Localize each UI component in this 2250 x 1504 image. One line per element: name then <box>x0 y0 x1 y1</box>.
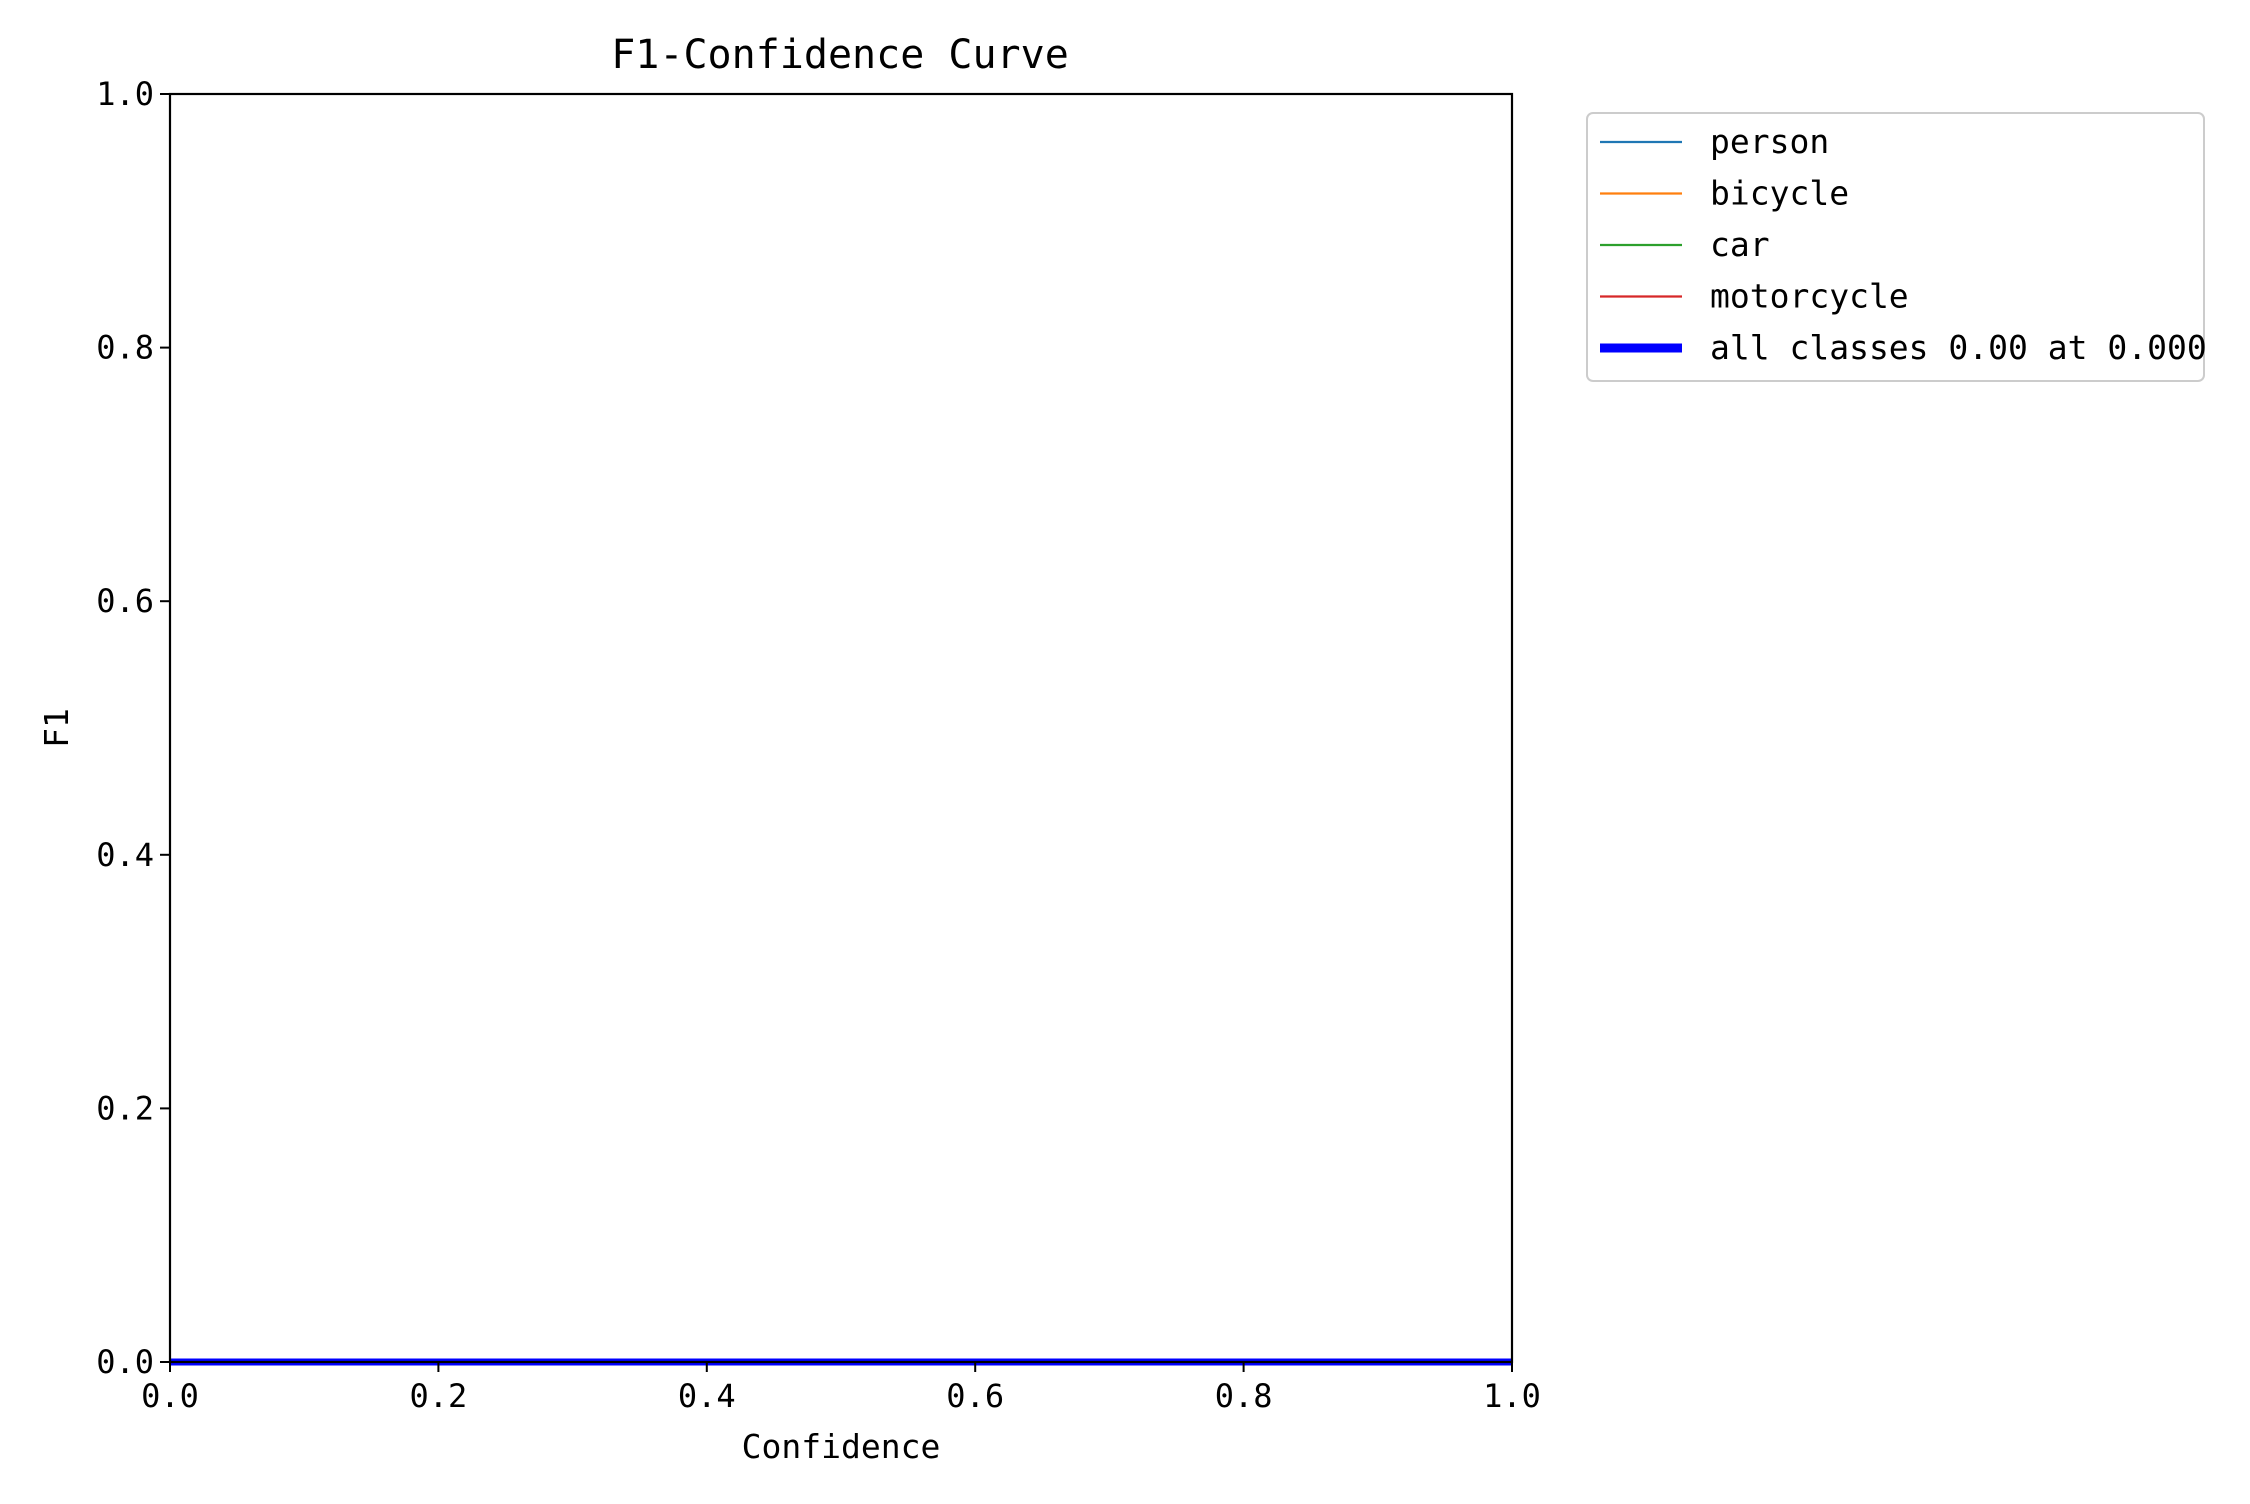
x-axis-ticks: 0.0 0.2 0.4 0.6 0.8 1.0 <box>141 1362 1541 1415</box>
legend-items: person bicycle car motorcycle all classes 0.… <box>1600 122 2207 367</box>
x-tick-label: 1.0 <box>1483 1377 1541 1415</box>
legend-frame <box>1586 112 2205 382</box>
x-tick-label: 0.2 <box>410 1377 468 1415</box>
x-axis-label: Confidence <box>742 1427 941 1466</box>
legend: person bicycle car motorcycle all classes 0.… <box>1586 112 2207 382</box>
y-tick-label: 0.4 <box>96 836 154 874</box>
legend-label-person: person <box>1710 122 1829 161</box>
x-tick-label: 0.8 <box>1215 1377 1273 1415</box>
y-tick-label: 0.8 <box>96 329 154 367</box>
y-tick-label: 0.6 <box>96 582 154 620</box>
y-axis-label: F1 <box>37 708 76 748</box>
x-tick-label: 0.0 <box>141 1377 199 1415</box>
y-tick-label: 0.0 <box>96 1343 154 1381</box>
x-tick-label: 0.4 <box>678 1377 736 1415</box>
legend-label-motorcycle: motorcycle <box>1710 277 1909 316</box>
y-tick-label: 0.2 <box>96 1089 154 1127</box>
chart-title: F1-Confidence Curve <box>611 32 1069 78</box>
x-tick-label: 0.6 <box>946 1377 1004 1415</box>
legend-label-bicycle: bicycle <box>1710 174 1849 213</box>
legend-label-car: car <box>1710 225 1770 264</box>
legend-label-all: all classes 0.00 at 0.000 <box>1710 328 2207 367</box>
y-axis-ticks: 0.0 0.2 0.4 0.6 0.8 1.0 <box>96 75 170 1381</box>
y-tick-label: 1.0 <box>96 75 154 113</box>
plot-area-frame <box>168 92 1514 1364</box>
